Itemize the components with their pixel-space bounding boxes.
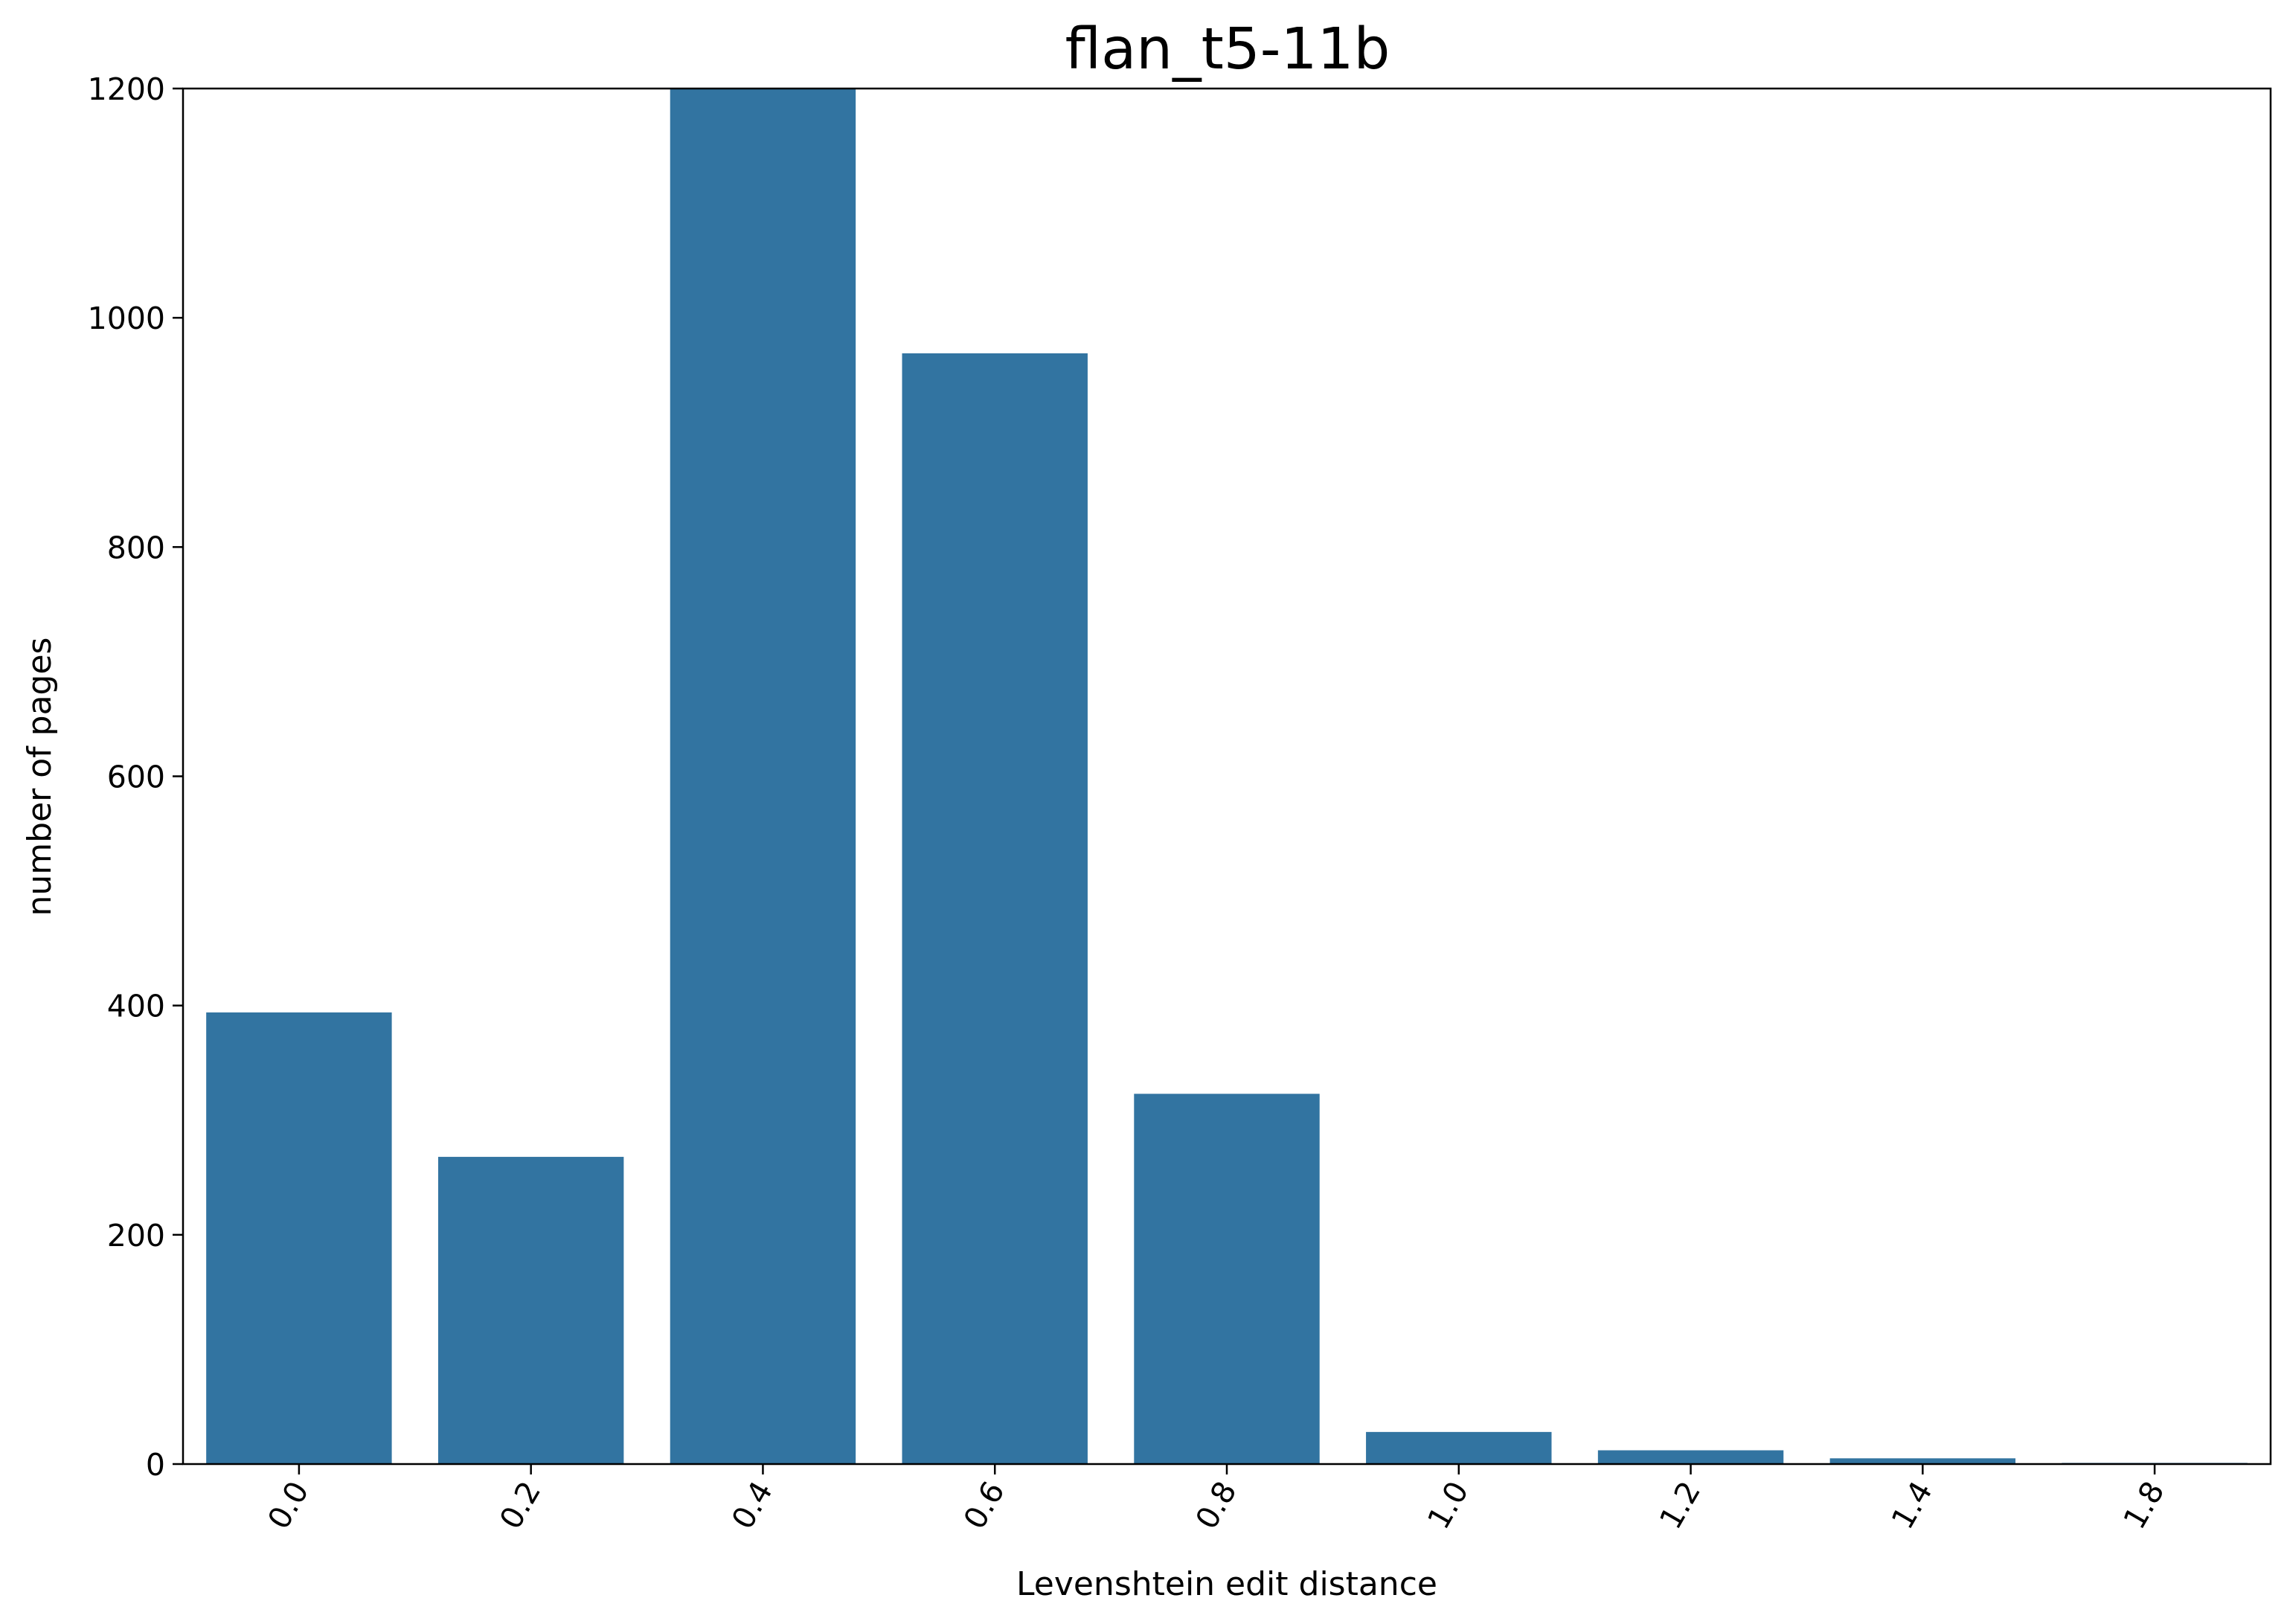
x-tick-label: 0.4	[725, 1475, 780, 1535]
x-tick-label: 1.2	[1652, 1475, 1707, 1535]
bar-1.0	[1366, 1431, 1552, 1464]
bar-0.0	[206, 1012, 392, 1464]
bar-0.8	[1134, 1094, 1320, 1464]
x-axis-title: Levenshtein edit distance	[1016, 1565, 1437, 1603]
x-tick-label: 1.8	[2117, 1475, 2172, 1535]
y-tick-label: 200	[107, 1218, 165, 1254]
y-tick-label: 1000	[88, 301, 165, 336]
y-tick-label: 0	[146, 1447, 165, 1483]
bar-1.2	[1597, 1450, 1784, 1464]
plot-frame	[182, 87, 2272, 1466]
x-tick-label: 1.4	[1884, 1475, 1940, 1535]
y-tick-label: 400	[107, 989, 165, 1024]
x-axis-ticks: 0.0 0.2 0.4 0.6 0.8 1.0 1.2 1.4 1.8	[260, 1464, 2172, 1535]
x-tick-label: 1.0	[1420, 1475, 1475, 1535]
bars-group	[206, 89, 2248, 1464]
x-tick-label: 0.6	[957, 1475, 1012, 1535]
y-tick-label: 600	[107, 760, 165, 795]
y-axis-ticks: 0 200 400 600 800 1000 1200	[88, 71, 183, 1483]
x-tick-label: 0.8	[1188, 1475, 1243, 1535]
x-tick-label: 0.2	[493, 1475, 548, 1535]
y-tick-label: 800	[107, 530, 165, 565]
bar-0.6	[902, 353, 1088, 1464]
bar-1.4	[1829, 1458, 2016, 1464]
x-tick-label: 0.0	[260, 1475, 315, 1535]
bar-0.2	[437, 1157, 624, 1464]
chart-title: flan_t5-11b	[1065, 16, 1390, 83]
bar-0.4	[670, 89, 856, 1464]
y-axis-title: number of pages	[21, 638, 59, 917]
y-tick-label: 1200	[88, 71, 165, 107]
